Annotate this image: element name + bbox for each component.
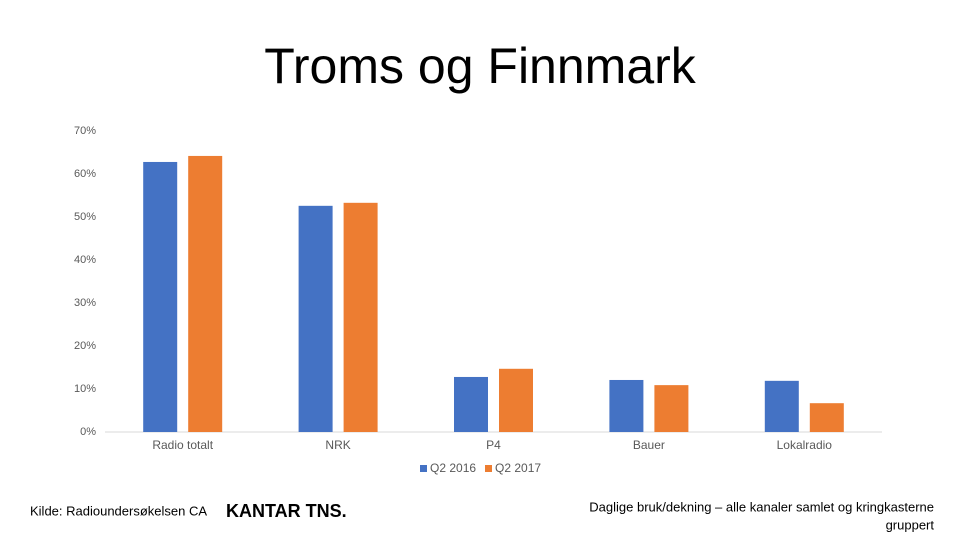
source: Kilde: Radioundersøkelsen CA bbox=[30, 503, 207, 518]
bar bbox=[809, 403, 844, 432]
x-tick-label: P4 bbox=[486, 438, 501, 452]
y-tick-label: 70% bbox=[74, 125, 96, 137]
legend-swatch bbox=[485, 465, 492, 472]
chart-title: Troms og Finnmark bbox=[264, 38, 697, 94]
y-tick-label: 30% bbox=[74, 297, 96, 309]
x-tick-label: Lokalradio bbox=[777, 438, 833, 452]
legend-label: Q2 2017 bbox=[495, 461, 541, 475]
logo: KANTAR TNS. bbox=[226, 501, 347, 521]
note: gruppert bbox=[886, 517, 935, 532]
x-tick-label: NRK bbox=[325, 438, 350, 452]
y-tick-label: 40% bbox=[74, 254, 96, 266]
bar bbox=[188, 155, 223, 432]
y-tick-label: 0% bbox=[80, 426, 96, 438]
x-tick-label: Bauer bbox=[633, 438, 665, 452]
bar bbox=[654, 385, 689, 432]
x-tick-label: Radio totalt bbox=[152, 438, 213, 452]
y-tick-label: 60% bbox=[74, 168, 96, 180]
bar bbox=[298, 205, 333, 432]
bar bbox=[609, 379, 644, 432]
legend-label: Q2 2016 bbox=[430, 461, 476, 475]
legend-swatch bbox=[420, 465, 427, 472]
bar bbox=[454, 376, 488, 432]
bar bbox=[499, 368, 533, 432]
y-tick-label: 20% bbox=[74, 340, 96, 352]
y-tick-label: 50% bbox=[74, 211, 96, 223]
y-tick-label: 10% bbox=[74, 383, 96, 395]
note: Daglige bruk/dekning – alle kanaler saml… bbox=[589, 499, 934, 514]
bar bbox=[343, 202, 378, 432]
bar bbox=[764, 380, 799, 432]
bar bbox=[143, 161, 178, 432]
